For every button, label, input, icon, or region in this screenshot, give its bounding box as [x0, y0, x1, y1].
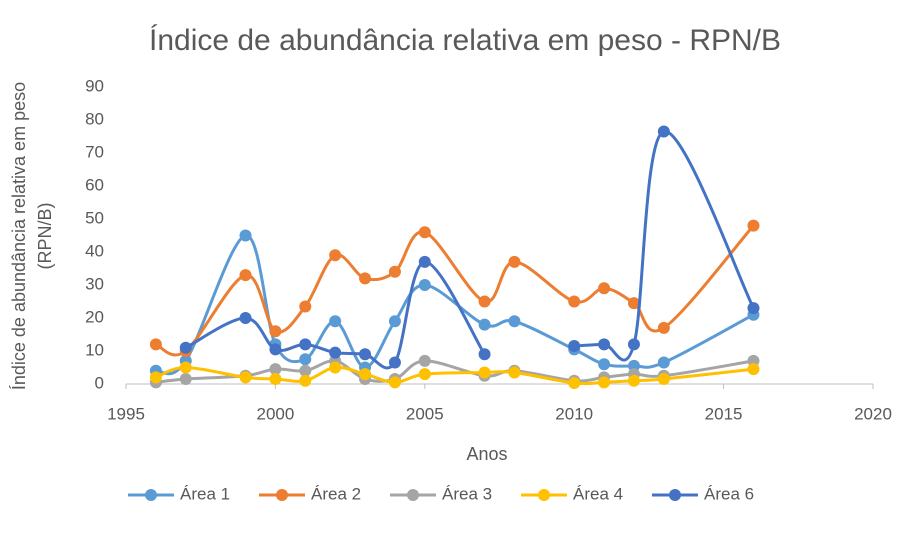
legend-marker — [669, 489, 681, 501]
legend-marker — [276, 489, 288, 501]
data-point — [329, 249, 342, 262]
legend-label: Área 2 — [311, 484, 361, 503]
data-point — [568, 377, 581, 390]
data-point — [508, 315, 521, 328]
x-tick-label: 2005 — [406, 404, 444, 423]
data-point — [598, 282, 611, 295]
data-point — [359, 272, 372, 285]
data-point — [359, 348, 372, 361]
data-point — [478, 366, 491, 379]
data-point — [239, 312, 252, 324]
data-point — [627, 359, 640, 372]
y-tick-label: 50 — [85, 208, 104, 227]
legend-label: Área 1 — [180, 484, 230, 503]
y-axis-label: Índice de abundância relativa em peso — [9, 82, 29, 390]
y-tick-label: 60 — [85, 175, 104, 194]
data-point — [269, 363, 282, 376]
data-point — [657, 373, 670, 386]
data-point — [299, 374, 312, 387]
data-point — [418, 255, 431, 268]
data-point — [478, 295, 491, 308]
y-tick-label: 10 — [85, 340, 104, 359]
data-point — [478, 348, 491, 361]
data-point — [657, 125, 670, 138]
data-point — [657, 356, 670, 369]
data-point — [598, 338, 611, 351]
data-point — [269, 373, 282, 386]
data-point — [179, 361, 192, 374]
x-tick-label: 2000 — [256, 404, 294, 423]
chart-title: Índice de abundância relativa em peso - … — [149, 24, 781, 57]
y-tick-label: 40 — [85, 241, 104, 260]
data-point — [149, 371, 162, 384]
data-point — [598, 376, 611, 389]
data-point — [269, 325, 282, 338]
data-point — [418, 368, 431, 381]
data-point — [329, 361, 342, 374]
data-point — [239, 371, 252, 384]
data-point — [568, 340, 581, 353]
y-tick-label: 30 — [85, 274, 104, 293]
data-point — [329, 346, 342, 359]
x-tick-label: 2020 — [854, 404, 892, 423]
data-point — [388, 265, 401, 278]
series-line — [155, 365, 754, 386]
x-tick-label: 2015 — [705, 404, 743, 423]
data-point — [418, 354, 431, 367]
data-point — [179, 373, 192, 386]
data-point — [568, 295, 581, 308]
data-point — [299, 300, 312, 313]
y-tick-label: 80 — [85, 109, 104, 128]
data-point — [627, 374, 640, 387]
series-line — [155, 234, 755, 376]
data-point — [747, 302, 760, 315]
y-tick-label: 0 — [95, 373, 104, 392]
data-point — [418, 279, 431, 291]
data-point — [747, 354, 760, 367]
data-point — [269, 343, 282, 356]
data-point — [149, 338, 162, 351]
series-line — [155, 224, 755, 357]
y-tick-label: 70 — [85, 142, 104, 161]
x-tick-label: 2010 — [555, 404, 593, 423]
x-axis-label: Anos — [466, 444, 507, 464]
data-point — [508, 255, 521, 268]
data-point — [299, 353, 312, 366]
legend-label: Área 3 — [442, 484, 492, 503]
data-point — [627, 297, 640, 310]
y-tick-label: 20 — [85, 307, 104, 326]
legend-marker — [407, 489, 419, 501]
series-line — [155, 359, 754, 384]
data-point — [418, 226, 431, 239]
data-point — [299, 364, 312, 377]
data-point — [657, 321, 670, 334]
data-point — [388, 376, 401, 389]
x-tick-label: 1995 — [107, 404, 145, 423]
data-point — [299, 338, 312, 351]
y-tick-label: 90 — [85, 76, 104, 95]
data-point — [239, 269, 252, 282]
data-point — [747, 363, 760, 376]
legend-label: Área 6 — [704, 484, 754, 503]
data-point — [598, 358, 611, 371]
legend-label: Área 4 — [573, 484, 623, 503]
data-point — [179, 341, 192, 354]
legend-marker — [145, 489, 157, 501]
data-point — [329, 315, 342, 328]
data-point — [388, 315, 401, 328]
legend-marker — [538, 489, 550, 501]
data-point — [747, 219, 760, 232]
data-point — [478, 318, 491, 331]
data-point — [239, 229, 252, 242]
data-point — [627, 338, 640, 351]
data-point — [508, 366, 521, 379]
y-axis-label: (RPN/B) — [35, 203, 55, 270]
data-point — [388, 356, 401, 369]
data-point — [359, 368, 372, 381]
